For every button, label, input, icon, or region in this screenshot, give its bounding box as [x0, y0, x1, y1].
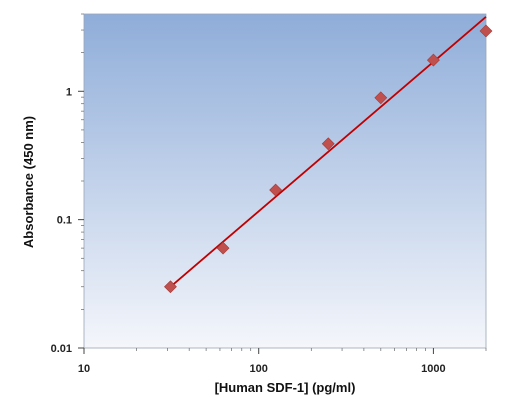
- x-axis-title: [Human SDF-1] (pg/ml): [215, 380, 356, 395]
- data-point: [269, 183, 283, 197]
- x-tick-label: 100: [250, 363, 268, 375]
- y-axis-title: Absorbance (450 nm): [21, 116, 36, 248]
- y-tick-label: 1: [66, 86, 72, 98]
- y-tick-label: 0.1: [57, 215, 72, 227]
- axes: [78, 13, 487, 354]
- y-tick-label: 0.01: [51, 343, 72, 355]
- plot-area: [83, 13, 487, 349]
- tick-labels: 10 100 1000 0.01 0.1 1: [51, 86, 446, 375]
- data-point: [216, 241, 230, 255]
- data-point: [164, 280, 177, 294]
- data-point: [479, 24, 493, 38]
- x-tick-label: 10: [78, 363, 90, 375]
- data-point: [426, 53, 440, 67]
- data-point: [321, 137, 335, 151]
- data-point: [374, 91, 388, 105]
- data-points: [164, 24, 493, 294]
- x-tick-label: 1000: [421, 363, 445, 375]
